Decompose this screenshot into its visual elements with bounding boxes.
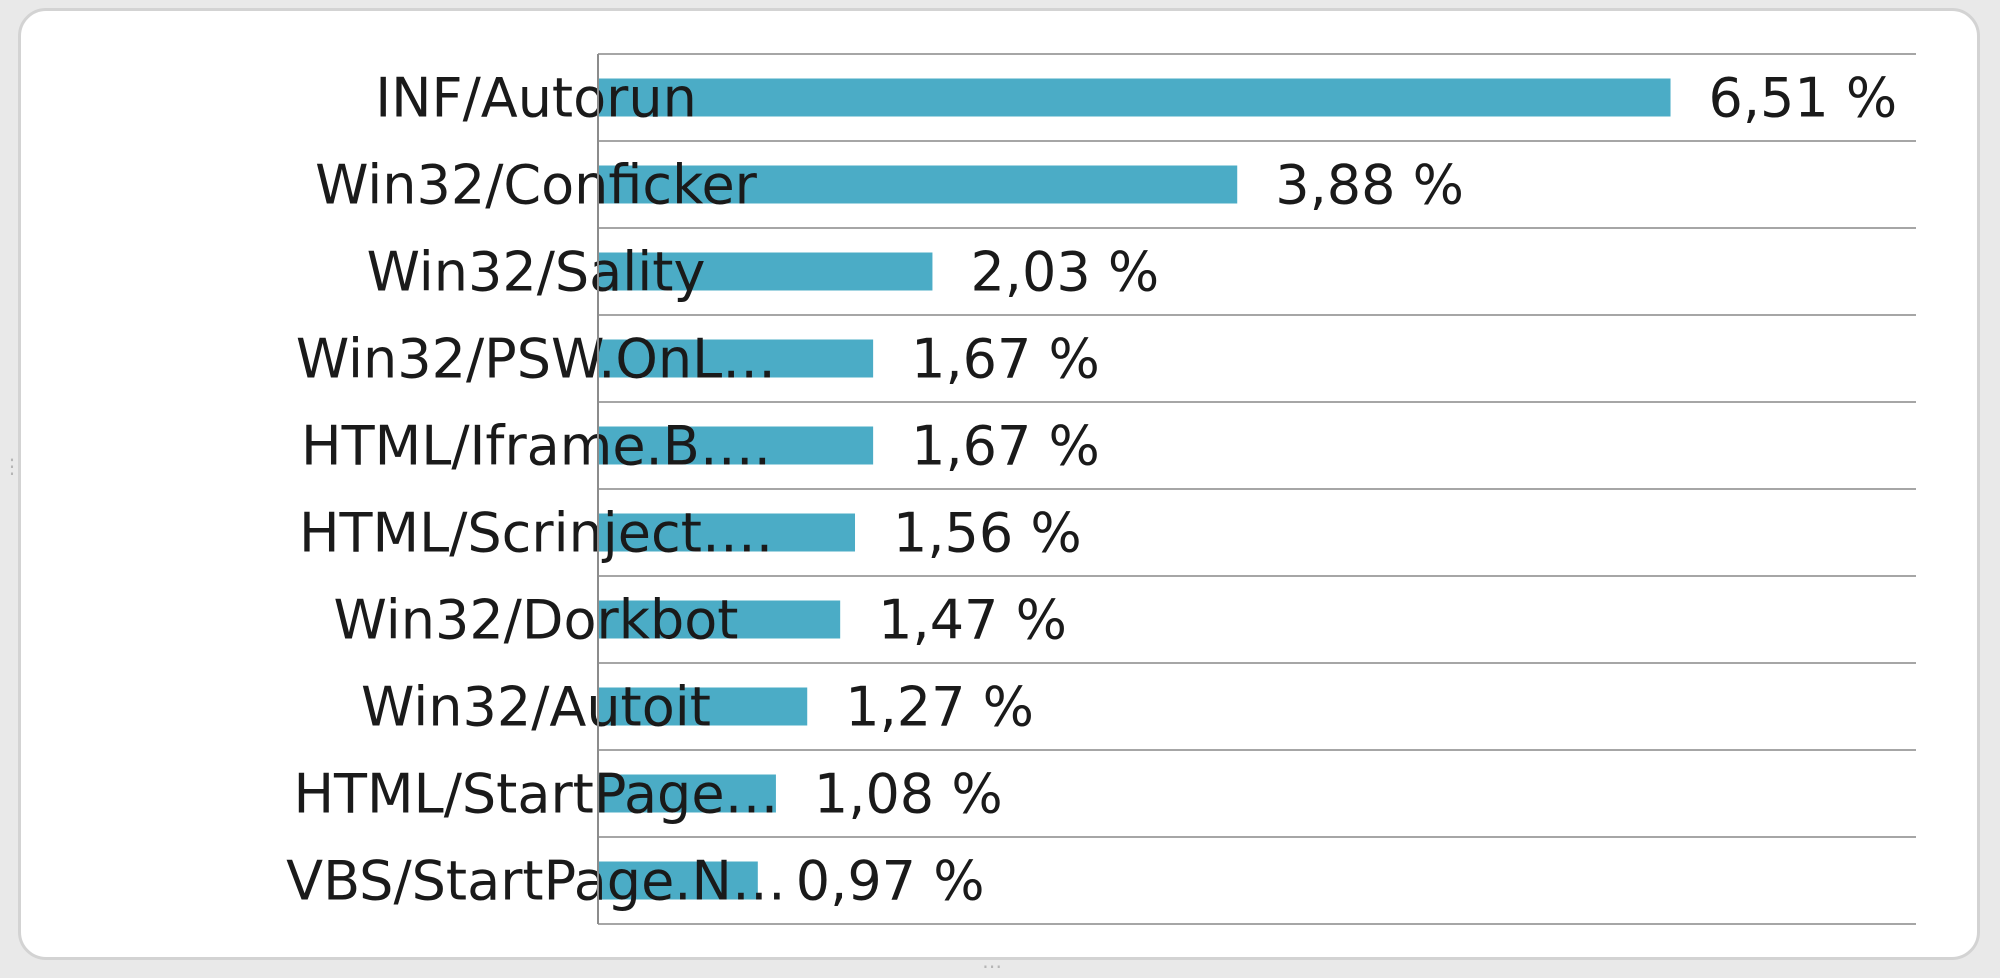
bar	[599, 339, 874, 378]
category-label: Win32/Conficker	[315, 154, 758, 217]
category-labels: INF/Autorun Win32/Conficker Win32/Sality Wi…	[286, 67, 786, 913]
category-label: HTML/Iframe.B….	[301, 415, 771, 478]
bar	[599, 78, 1671, 117]
bar	[599, 252, 933, 291]
data-label: 2,03 %	[970, 241, 1159, 304]
value-labels: 6,51 % 3,88 % 2,03 % 1,67 % 1,67 % 1,56 % 1,47…	[796, 67, 1897, 913]
category-label: HTML/Scrinject….	[299, 502, 773, 565]
bar	[599, 861, 758, 900]
bar	[599, 426, 874, 465]
data-label: 0,97 %	[796, 850, 985, 913]
category-label: VBS/StartPage.N…	[286, 850, 786, 913]
data-label: 1,27 %	[845, 676, 1034, 739]
gridlines	[598, 53, 1916, 925]
data-label: 1,67 %	[911, 415, 1100, 478]
data-label: 6,51 %	[1709, 67, 1898, 130]
category-label: Win32/Dorkbot	[334, 589, 739, 652]
bars	[599, 78, 1671, 900]
category-label: Win32/Autoit	[361, 676, 711, 739]
data-label: 1,56 %	[893, 502, 1082, 565]
data-label: 1,08 %	[814, 763, 1003, 826]
bar	[599, 774, 776, 813]
bar	[599, 600, 841, 639]
bar	[599, 165, 1238, 204]
category-label: INF/Autorun	[375, 67, 697, 130]
data-label: 1,67 %	[911, 328, 1100, 391]
bar	[599, 513, 856, 552]
category-label: Win32/PSW.OnL…	[296, 328, 776, 391]
category-label: Win32/Sality	[367, 241, 706, 304]
bar	[599, 687, 808, 726]
category-label: HTML/StartPage…	[293, 763, 778, 826]
data-label: 1,47 %	[878, 589, 1067, 652]
data-label: 3,88 %	[1275, 154, 1464, 217]
